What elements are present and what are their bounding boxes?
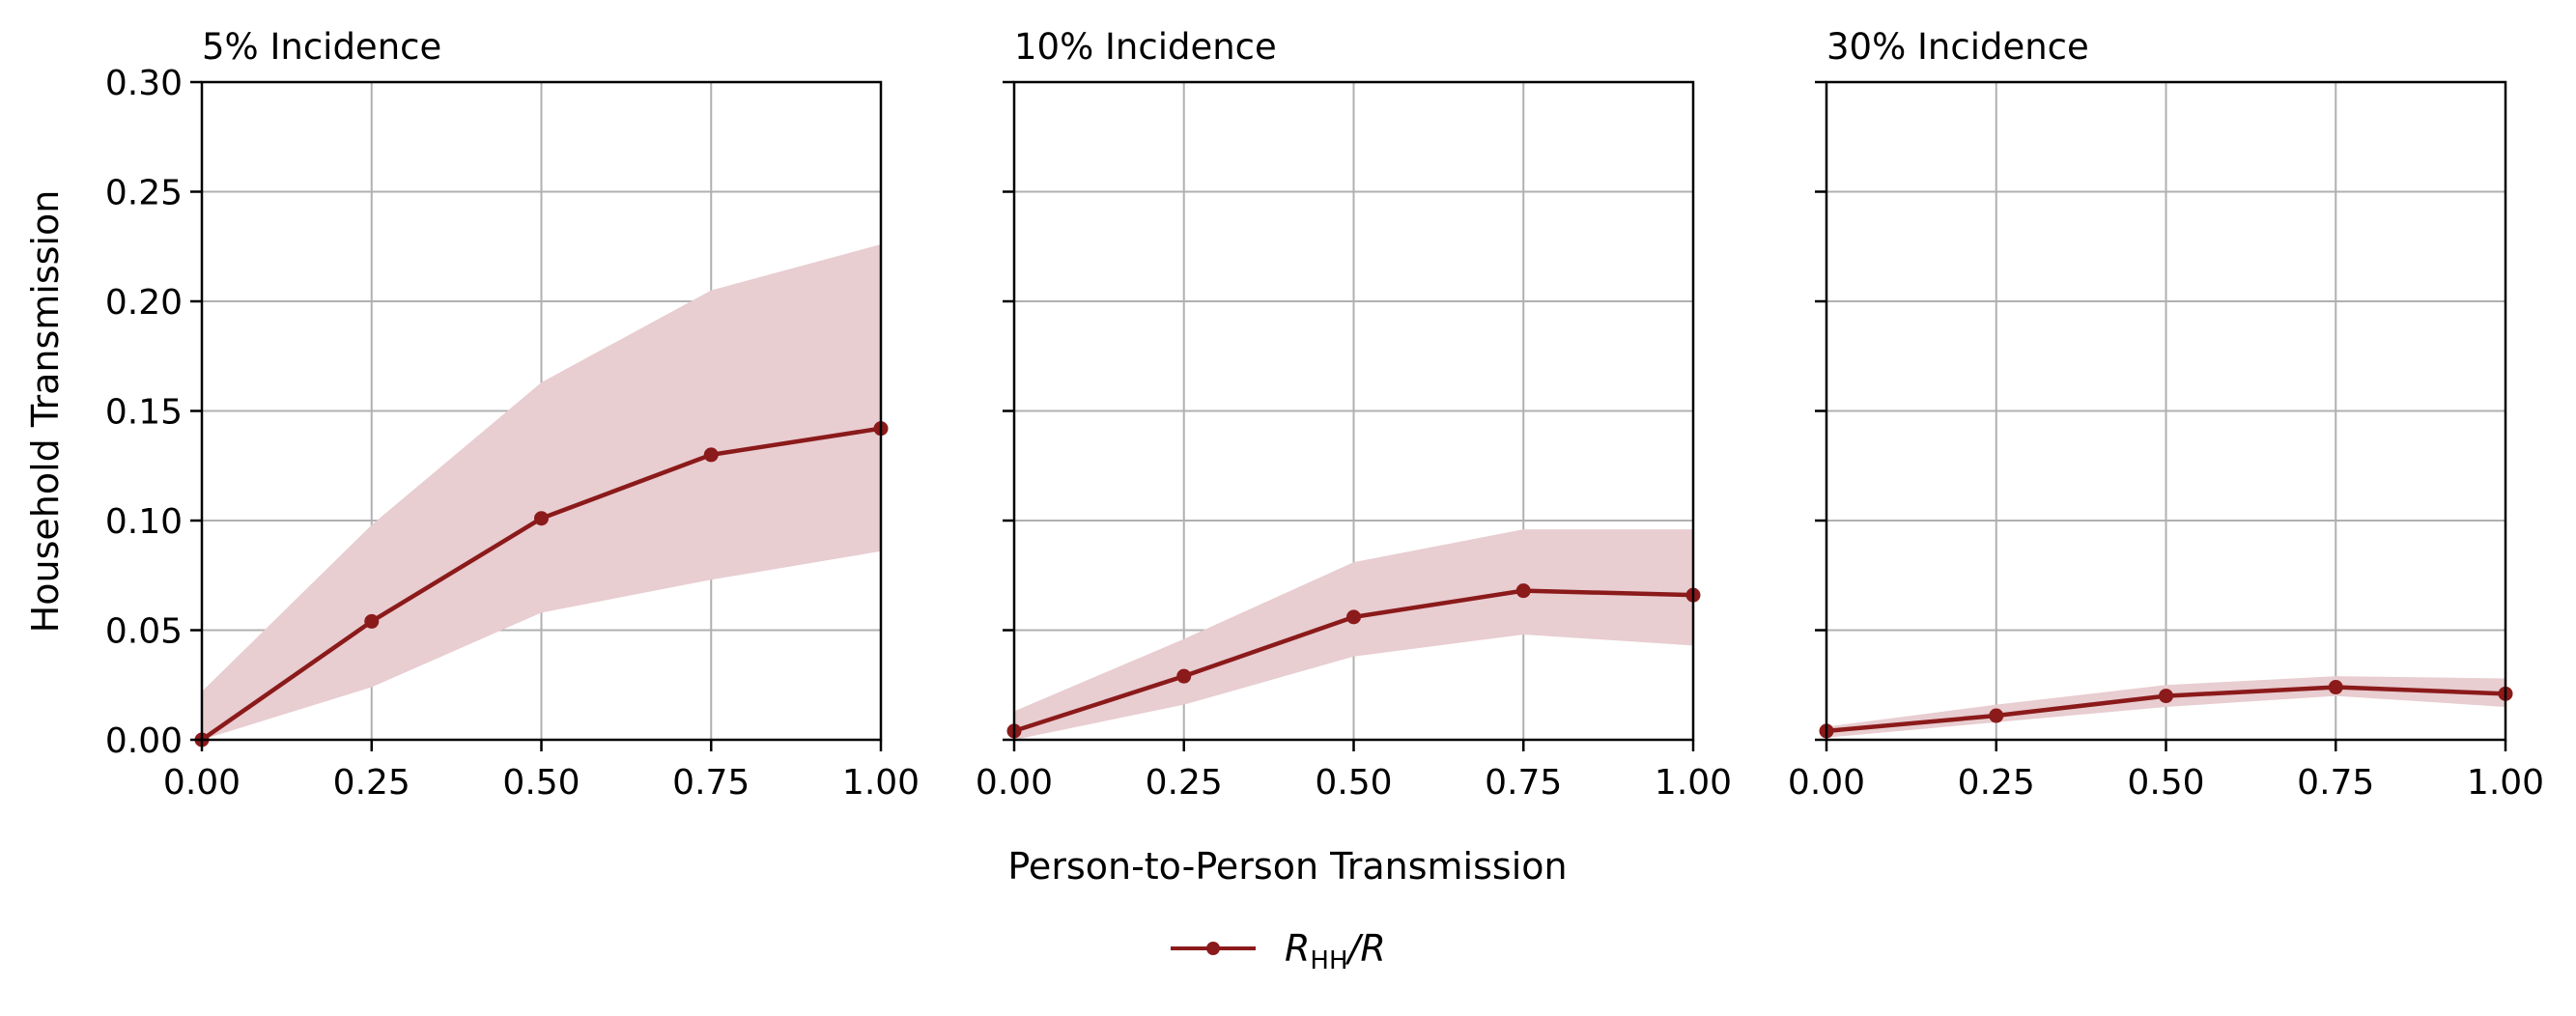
x-axis-label: Person-to-Person Transmission [1007,845,1567,888]
y-tick-label: 0.25 [105,174,183,213]
x-tick-label: 0.50 [2127,763,2204,803]
legend-label-sub: HH [1310,946,1347,975]
data-point [1176,668,1192,684]
legend-label-tail: /R [1345,927,1386,970]
panel-title: 10% Incidence [1014,26,1277,68]
data-point [2159,689,2173,704]
x-tick-label: 0.00 [976,763,1053,803]
x-tick-label: 0.75 [2297,763,2374,803]
x-tick-label: 0.25 [1146,763,1223,803]
x-tick-label: 0.00 [1788,763,1865,803]
x-tick-label: 0.50 [1315,763,1392,803]
legend-label: RHH/R [1285,927,1386,975]
legend-label-main: R [1285,927,1310,970]
panel-1: 0.00 0.25 0.50 0.75 1.00 0.00 0.05 0.10 0.15 0.20… [105,26,920,803]
legend: RHH/R [1171,927,1386,975]
x-tick-label: 0.25 [333,763,410,803]
y-tick-label: 0.30 [105,64,183,103]
panel-3: 0.00 0.25 0.50 0.75 1.00 30% Incidence [1788,26,2544,803]
x-tick-label: 1.00 [842,763,920,803]
x-tick-label: 0.75 [1485,763,1562,803]
confidence-band [1014,529,1693,740]
data-point [703,447,719,463]
x-tick-label: 0.00 [163,763,241,803]
y-tick-label: 0.05 [105,612,183,652]
x-tick-label: 1.00 [2467,763,2544,803]
data-point [364,613,380,629]
y-axis-label: Household Transmission [24,190,67,634]
panel-2: 0.00 0.25 0.50 0.75 1.00 10% Incidence [976,26,1732,803]
y-tick-label: 0.15 [105,393,183,433]
data-point [534,511,549,526]
data-point [1346,609,1361,625]
data-point [2328,680,2343,695]
panel-title: 5% Incidence [202,26,441,68]
legend-marker-swatch [1206,942,1220,955]
data-point [1515,583,1531,599]
y-tick-label: 0.20 [105,283,183,323]
y-tick-label: 0.00 [105,721,183,761]
panels: 0.00 0.25 0.50 0.75 1.00 0.00 0.05 0.10 0.15 0.20… [105,26,2544,803]
x-tick-label: 0.75 [672,763,750,803]
y-tick-label: 0.10 [105,502,183,542]
panel-title: 30% Incidence [1826,26,2089,68]
x-tick-label: 1.00 [1655,763,1732,803]
data-point [1989,708,2004,723]
x-tick-label: 0.50 [502,763,580,803]
x-tick-label: 0.25 [1958,763,2035,803]
